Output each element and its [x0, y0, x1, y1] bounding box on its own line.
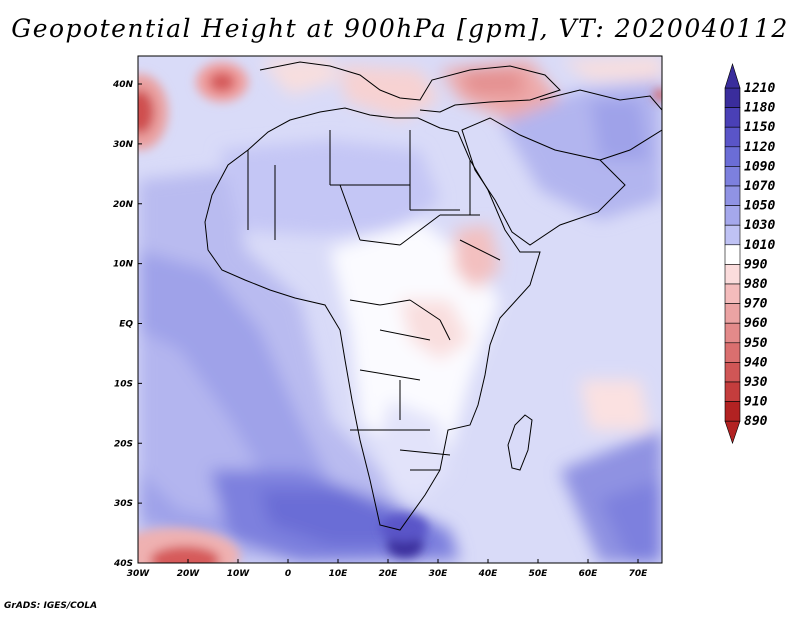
colorbar-label: 1050: [744, 199, 775, 214]
colorbar-label: 1120: [744, 140, 775, 155]
colorbar-swatch: [724, 107, 741, 128]
colorbar-label: 1180: [744, 101, 775, 116]
colorbar-label: 980: [744, 277, 768, 292]
colorbar-label: 890: [744, 414, 768, 429]
lon-label: 40E: [478, 569, 499, 579]
axes: 30W 20W 10W 0 10E 20E 30E 40E 50E 60E 70E 40N 30N 20N…: [112, 80, 648, 579]
colorbar-label: 930: [744, 375, 768, 390]
colorbar-top-arrow: [724, 62, 741, 89]
colorbar-label: 1010: [744, 238, 775, 253]
lat-label: 40N: [112, 80, 134, 90]
lon-label: 60E: [579, 569, 599, 579]
colorbar-swatch: [724, 224, 741, 246]
colorbar-swatch: [724, 362, 741, 383]
colorbar-swatch: [724, 146, 741, 167]
coastlines: [204, 61, 662, 531]
colorbar-bottom-arrow: [724, 420, 741, 445]
colorbar-label: 970: [744, 297, 768, 312]
colorbar-swatch: [724, 264, 741, 285]
colorbar-swatch: [724, 87, 741, 108]
colorbar-label: 1070: [744, 179, 775, 194]
colorbar-swatch: [724, 283, 741, 304]
grads-credit: GrADS: IGES/COLA: [4, 601, 98, 611]
lat-label: 20N: [113, 200, 134, 210]
colorbar-swatch: [724, 342, 741, 363]
colorbar-label: 910: [744, 395, 768, 410]
height-field: [138, 56, 662, 563]
colorbar-swatch: [724, 126, 741, 148]
colorbar-label: 1150: [744, 120, 775, 135]
colorbar: 1210 1180 1150 1120 1090 1070 1050 1030 1010 990 9…: [724, 62, 775, 445]
colorbar-swatch: [724, 303, 741, 324]
lat-label: 10N: [113, 260, 134, 270]
lat-label: 40S: [113, 559, 133, 569]
lon-label: 10W: [227, 569, 251, 579]
lon-label: 0: [285, 569, 291, 579]
colorbar-label: 1210: [744, 81, 775, 96]
lat-label: 30S: [114, 499, 133, 509]
lon-label: 30E: [429, 569, 449, 579]
lon-label: 30W: [127, 569, 151, 579]
lat-label: EQ: [119, 320, 133, 330]
colorbar-label: 1090: [744, 159, 775, 174]
lat-label: 30N: [113, 140, 134, 150]
colorbar-swatch: [724, 166, 741, 187]
lat-label: 10S: [114, 379, 133, 389]
colorbar-label: 950: [744, 336, 768, 351]
colorbar-label: 1030: [744, 218, 775, 233]
lon-label: 70E: [629, 569, 649, 579]
colorbar-label: 960: [744, 316, 768, 331]
colorbar-swatch: [724, 244, 741, 265]
map-title: Geopotential Height at 900hPa [gpm], VT:…: [11, 14, 789, 43]
colorbar-label: 990: [744, 257, 768, 272]
colorbar-swatch: [724, 205, 741, 226]
lat-label: 20S: [114, 439, 133, 449]
lon-label: 10E: [329, 569, 349, 579]
colorbar-swatch: [724, 401, 741, 422]
lon-label: 20W: [177, 569, 201, 579]
colorbar-swatch: [724, 322, 741, 344]
colorbar-swatch: [724, 185, 741, 206]
colorbar-label: 940: [744, 355, 768, 370]
map-frame: [137, 55, 663, 564]
lon-label: 50E: [529, 569, 549, 579]
colorbar-swatch: [724, 381, 741, 402]
lon-label: 20E: [379, 569, 399, 579]
